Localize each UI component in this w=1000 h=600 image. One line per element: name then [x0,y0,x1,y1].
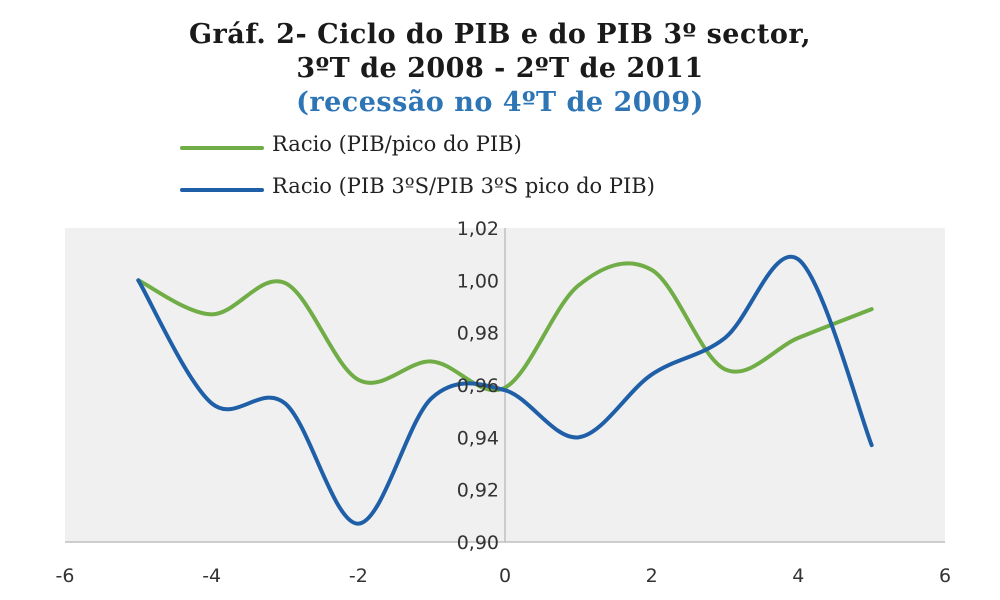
y-tick-label: 1,00 [457,270,499,292]
tick-labels: 0,90 0,92 0,94 0,96 0,98 1,00 1,02 -6 -4 -2 0 2 4 6 [56,218,952,587]
axes [65,228,945,543]
x-tick-label: 6 [939,565,951,587]
y-tick-label: 0,94 [457,427,499,449]
series-layer [136,254,874,526]
legend-swatch-tertiary [180,188,264,192]
series-line-1 [136,254,874,526]
x-tick-label: -4 [202,565,221,587]
legend-label-tertiary: Racio (PIB 3ºS/PIB 3ºS pico do PIB) [272,174,655,198]
legend-swatch-gdp [180,146,264,150]
legend-label-gdp: Racio (PIB/pico do PIB) [272,132,522,156]
y-tick-label: 1,02 [457,218,499,240]
x-tick-label: 0 [499,565,511,587]
y-tick-label: 0,92 [457,480,499,502]
x-tick-label: 4 [792,565,804,587]
chart-title-block: Gráf. 2- Ciclo do PIB e do PIB 3º sector… [0,18,1000,120]
x-tick-label: -2 [349,565,368,587]
y-tick-label: 0,90 [457,532,499,554]
chart-title-line-2: 3ºT de 2008 - 2ºT de 2011 [296,53,704,84]
chart-title: Gráf. 2- Ciclo do PIB e do PIB 3º sector… [188,19,812,50]
x-tick-label: -6 [56,565,75,587]
chart-subtitle: (recessão no 4ºT de 2009) [296,87,704,118]
x-tick-label: 2 [646,565,658,587]
y-tick-label: 0,98 [457,323,499,345]
y-tick-label: 0,96 [457,375,499,397]
series-line-0 [136,261,874,392]
